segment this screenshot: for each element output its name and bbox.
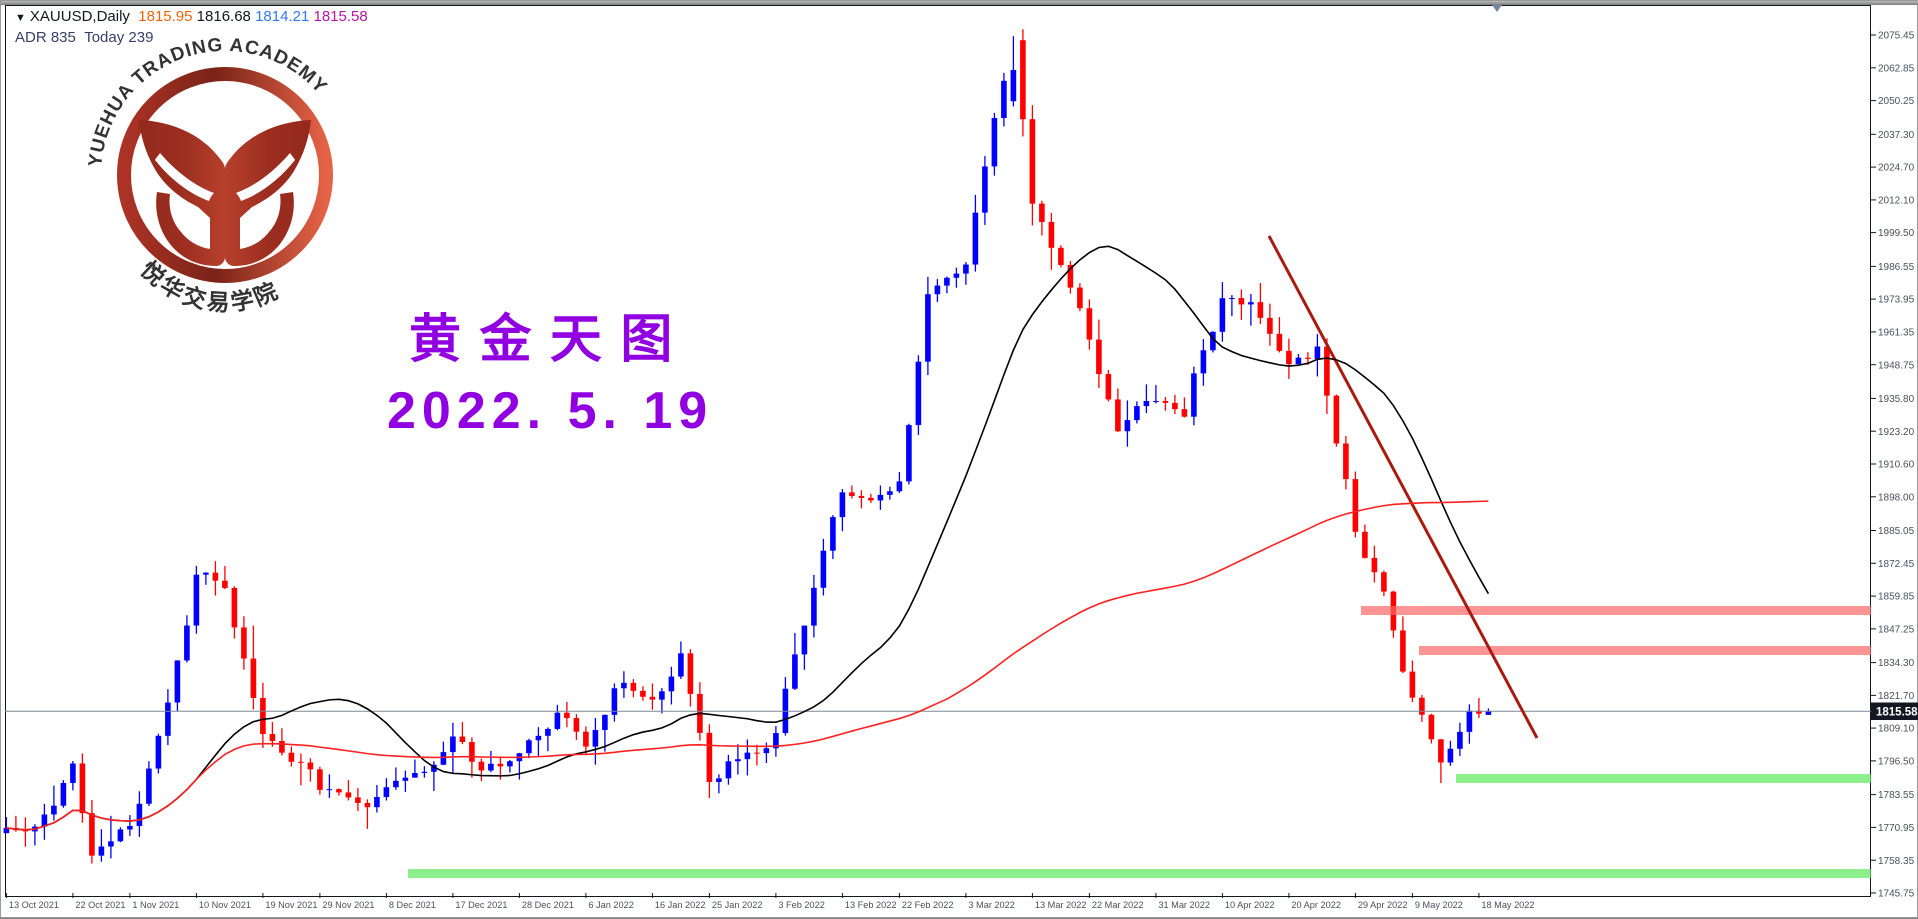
svg-text:1898.00: 1898.00	[1878, 492, 1915, 503]
svg-text:22 Oct 2021: 22 Oct 2021	[75, 900, 125, 910]
svg-text:2050.25: 2050.25	[1878, 96, 1915, 107]
svg-text:13 Oct 2021: 13 Oct 2021	[9, 900, 59, 910]
svg-text:1872.45: 1872.45	[1878, 559, 1915, 570]
svg-text:1834.30: 1834.30	[1878, 658, 1915, 669]
svg-text:1910.60: 1910.60	[1878, 460, 1915, 471]
svg-text:18 May 2022: 18 May 2022	[1481, 900, 1534, 910]
svg-text:2012.10: 2012.10	[1878, 196, 1915, 207]
svg-text:29 Apr 2022: 29 Apr 2022	[1358, 900, 1408, 910]
svg-text:22 Mar 2022: 22 Mar 2022	[1092, 900, 1144, 910]
svg-text:1973.95: 1973.95	[1878, 295, 1915, 306]
svg-text:1815.58: 1815.58	[1876, 707, 1918, 719]
svg-text:16 Jan 2022: 16 Jan 2022	[655, 900, 706, 910]
svg-text:10 Apr 2022: 10 Apr 2022	[1225, 900, 1275, 910]
svg-text:1758.35: 1758.35	[1878, 856, 1915, 867]
svg-text:28 Dec 2021: 28 Dec 2021	[522, 900, 574, 910]
svg-text:1770.95: 1770.95	[1878, 823, 1915, 834]
svg-text:1859.85: 1859.85	[1878, 592, 1915, 603]
svg-text:1986.55: 1986.55	[1878, 262, 1915, 273]
svg-text:29 Nov 2021: 29 Nov 2021	[322, 900, 374, 910]
svg-text:19 Nov 2021: 19 Nov 2021	[265, 900, 317, 910]
svg-text:13 Feb 2022: 13 Feb 2022	[845, 900, 897, 910]
svg-text:22 Feb 2022: 22 Feb 2022	[902, 900, 954, 910]
svg-text:8 Dec 2021: 8 Dec 2021	[389, 900, 436, 910]
svg-text:10 Nov 2021: 10 Nov 2021	[199, 900, 251, 910]
svg-text:3 Mar 2022: 3 Mar 2022	[968, 900, 1014, 910]
svg-text:20 Apr 2022: 20 Apr 2022	[1291, 900, 1341, 910]
svg-text:1935.80: 1935.80	[1878, 394, 1915, 405]
svg-text:1745.75: 1745.75	[1878, 889, 1915, 900]
svg-text:1783.55: 1783.55	[1878, 790, 1915, 801]
svg-text:2075.45: 2075.45	[1878, 31, 1915, 42]
svg-text:31 Mar 2022: 31 Mar 2022	[1158, 900, 1210, 910]
svg-text:1809.10: 1809.10	[1878, 724, 1915, 735]
svg-text:2024.70: 2024.70	[1878, 163, 1915, 174]
svg-text:2062.85: 2062.85	[1878, 63, 1915, 74]
svg-text:1821.70: 1821.70	[1878, 691, 1915, 702]
svg-text:1847.25: 1847.25	[1878, 625, 1915, 636]
svg-text:1885.05: 1885.05	[1878, 526, 1915, 537]
svg-text:2037.30: 2037.30	[1878, 130, 1915, 141]
svg-text:13 Mar 2022: 13 Mar 2022	[1035, 900, 1087, 910]
svg-text:25 Jan 2022: 25 Jan 2022	[712, 900, 763, 910]
svg-text:17 Dec 2021: 17 Dec 2021	[455, 900, 507, 910]
svg-text:1948.75: 1948.75	[1878, 360, 1915, 371]
svg-text:9 May 2022: 9 May 2022	[1415, 900, 1463, 910]
svg-text:1999.50: 1999.50	[1878, 228, 1915, 239]
svg-text:1 Nov 2021: 1 Nov 2021	[132, 900, 179, 910]
svg-text:1923.20: 1923.20	[1878, 427, 1915, 438]
svg-text:1796.50: 1796.50	[1878, 757, 1915, 768]
svg-text:1961.35: 1961.35	[1878, 328, 1915, 339]
svg-text:6 Jan 2022: 6 Jan 2022	[588, 900, 633, 910]
svg-text:3 Feb 2022: 3 Feb 2022	[778, 900, 825, 910]
